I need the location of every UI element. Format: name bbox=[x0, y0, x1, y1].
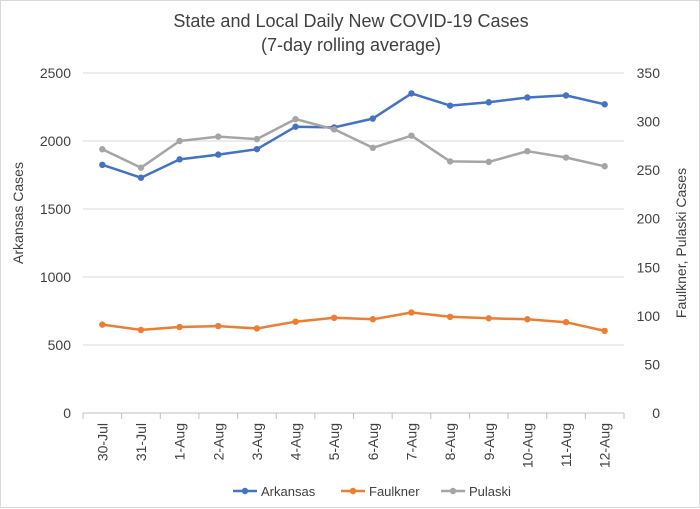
y-tick-label: 1000 bbox=[40, 269, 71, 285]
data-point-pulaski bbox=[99, 146, 106, 153]
data-point-pulaski bbox=[601, 163, 608, 170]
y2-tick-label: 100 bbox=[637, 308, 661, 324]
x-tick-label: 4-Aug bbox=[288, 423, 304, 460]
data-point-faulkner bbox=[562, 318, 570, 326]
x-tick-label: 9-Aug bbox=[481, 423, 497, 460]
data-point-pulaski bbox=[292, 115, 299, 123]
data-point-faulkner bbox=[253, 325, 261, 332]
legend: Arkansas Faulkner Pulaski bbox=[233, 484, 511, 499]
data-point-arkansas bbox=[562, 92, 570, 99]
data-point-faulkner bbox=[99, 321, 106, 328]
chart-title: State and Local Daily New COVID-19 Cases bbox=[173, 11, 528, 31]
data-point-arkansas bbox=[253, 145, 261, 153]
y2-tick-label: 250 bbox=[637, 162, 661, 178]
data-point-pulaski bbox=[524, 148, 531, 155]
data-point-pulaski bbox=[408, 132, 415, 139]
y2-tick-label: 350 bbox=[637, 65, 661, 81]
data-point-pulaski bbox=[215, 133, 222, 140]
x-tick-label: 8-Aug bbox=[442, 423, 458, 460]
x-tick-label: 6-Aug bbox=[365, 423, 381, 460]
legend-label: Pulaski bbox=[469, 484, 511, 499]
data-point-arkansas bbox=[292, 123, 299, 130]
y-tick-label: 0 bbox=[63, 405, 71, 421]
series-line-pulaski bbox=[101, 117, 606, 169]
data-point-faulkner bbox=[446, 313, 454, 321]
series-lines bbox=[99, 90, 608, 335]
legend-label: Faulkner bbox=[369, 484, 420, 499]
y2-tick-label: 0 bbox=[652, 405, 660, 421]
data-point-arkansas bbox=[137, 174, 145, 181]
data-point-pulaski bbox=[176, 137, 183, 145]
data-point-pulaski bbox=[562, 154, 570, 161]
x-tick-label: 1-Aug bbox=[172, 423, 188, 460]
data-point-faulkner bbox=[176, 323, 183, 331]
legend-marker-faulkner bbox=[349, 487, 357, 495]
x-tick-label: 31-Jul bbox=[133, 423, 149, 461]
x-tick-label: 10-Aug bbox=[519, 423, 535, 468]
data-point-arkansas bbox=[485, 99, 492, 106]
x-tick-label: 2-Aug bbox=[210, 423, 226, 460]
axes: 0 500 1000 1500 2000 2500 0 50 100 150 200 250 300 35… bbox=[40, 65, 660, 468]
data-point-faulkner bbox=[137, 326, 145, 334]
x-tick-label: 5-Aug bbox=[326, 423, 342, 460]
x-tick-label: 12-Aug bbox=[597, 423, 613, 468]
x-tick-label: 11-Aug bbox=[558, 423, 574, 467]
data-point-pulaski bbox=[137, 164, 145, 171]
data-point-faulkner bbox=[524, 316, 531, 323]
chart-subtitle: (7-day rolling average) bbox=[261, 35, 441, 55]
data-point-arkansas bbox=[446, 102, 454, 109]
legend-marker-pulaski bbox=[449, 487, 457, 495]
y2-tick-label: 200 bbox=[637, 211, 661, 227]
data-point-arkansas bbox=[369, 115, 377, 122]
data-point-faulkner bbox=[215, 322, 222, 330]
y2-tick-label: 300 bbox=[637, 114, 661, 130]
data-point-faulkner bbox=[408, 309, 415, 316]
y-tick-label: 2500 bbox=[40, 65, 71, 81]
data-point-pulaski bbox=[369, 144, 377, 151]
data-point-pulaski bbox=[253, 135, 261, 143]
data-point-pulaski bbox=[485, 158, 492, 166]
legend-label: Arkansas bbox=[261, 484, 316, 499]
data-point-faulkner bbox=[330, 314, 338, 321]
data-point-faulkner bbox=[369, 316, 377, 323]
y-axis-title: Arkansas Cases bbox=[10, 162, 26, 264]
x-tick-label: 30-Jul bbox=[94, 423, 110, 461]
data-point-arkansas bbox=[99, 161, 106, 168]
data-point-arkansas bbox=[408, 90, 415, 97]
data-point-faulkner bbox=[485, 315, 492, 322]
data-point-faulkner bbox=[292, 318, 299, 325]
x-tick-label: 7-Aug bbox=[403, 423, 419, 460]
y2-axis-title: Faulkner, Pulaski Cases bbox=[673, 168, 689, 318]
data-point-arkansas bbox=[601, 101, 608, 108]
y2-tick-label: 50 bbox=[644, 356, 660, 372]
series-line-arkansas bbox=[101, 92, 606, 179]
y-tick-label: 1500 bbox=[40, 201, 71, 217]
data-point-faulkner bbox=[601, 327, 608, 335]
y-tick-label: 2000 bbox=[40, 133, 71, 149]
data-point-pulaski bbox=[330, 126, 338, 133]
y2-tick-label: 150 bbox=[637, 259, 661, 275]
x-tick-label: 3-Aug bbox=[249, 423, 265, 460]
data-point-arkansas bbox=[524, 94, 531, 101]
data-point-arkansas bbox=[176, 156, 183, 163]
series-line-faulkner bbox=[101, 311, 606, 333]
data-point-arkansas bbox=[215, 151, 222, 158]
legend-marker-arkansas bbox=[241, 487, 249, 495]
y-tick-label: 500 bbox=[48, 337, 72, 353]
data-point-pulaski bbox=[446, 158, 454, 165]
